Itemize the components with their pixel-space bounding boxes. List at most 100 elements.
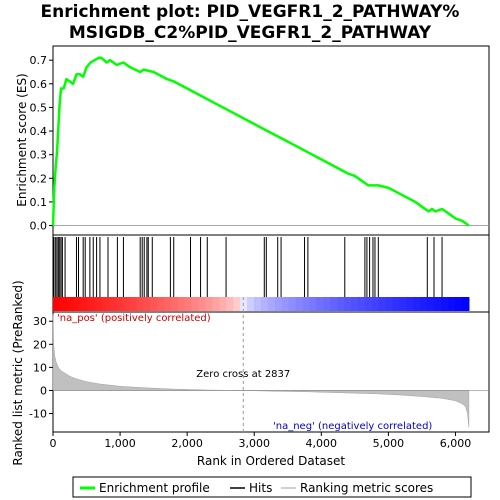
- color-bar-segment: [392, 297, 401, 311]
- metric-y-axis: -10 0 10 20 30: [29, 315, 53, 421]
- color-bar-segment: [150, 297, 158, 311]
- color-bar-segment: [274, 297, 283, 311]
- metric-x-tick-label: 4,000: [306, 437, 338, 450]
- color-bar-segment: [267, 297, 276, 311]
- color-bar-segment: [351, 297, 359, 311]
- color-bar-segment: [413, 297, 421, 311]
- color-bar-segment: [226, 297, 234, 311]
- metric-x-tick-label: 2,000: [171, 437, 203, 450]
- color-bar-segment: [94, 297, 103, 311]
- es-y-tick-label: 0.1: [30, 196, 48, 209]
- enrichment-profile-line: [51, 56, 470, 227]
- color-bar-segment: [448, 297, 456, 311]
- metric-y-tick-label: 30: [33, 315, 47, 328]
- legend-ranking-label: Ranking metric scores: [300, 481, 433, 495]
- color-bar-segment: [143, 297, 151, 311]
- color-bar-segment: [53, 297, 61, 311]
- metric-x-axis: 0 1,000 2,000 3,000 4,000 5,000 6,000: [50, 432, 472, 450]
- metric-y-tick-label: 20: [33, 338, 47, 351]
- color-bar-segment: [87, 297, 96, 311]
- es-y-tick-label: 0.5: [30, 101, 48, 114]
- metric-x-tick-label: 6,000: [440, 437, 472, 450]
- color-bar-segment: [66, 297, 75, 311]
- color-bar-segment: [288, 297, 297, 311]
- color-bar-segment: [247, 297, 255, 311]
- legend: Enrichment profile Hits Ranking metric s…: [72, 476, 472, 498]
- es-line-group: [51, 56, 489, 227]
- metric-y-tick-label: 0: [40, 384, 47, 397]
- color-bar-segment: [441, 297, 449, 311]
- chart-title: Enrichment plot: PID_VEGFR1_2_PATHWAY% M…: [0, 2, 500, 44]
- color-bar-segment: [406, 297, 415, 311]
- color-bar-segment: [461, 297, 470, 311]
- legend-enrichment-label: Enrichment profile: [99, 481, 210, 495]
- color-bar-segment: [364, 297, 373, 311]
- color-bar-segment: [399, 297, 408, 311]
- color-bar-segment: [281, 297, 290, 311]
- ranking-metric-area: [52, 314, 470, 428]
- color-bar-segment: [357, 297, 366, 311]
- hits-panel: [52, 234, 490, 313]
- color-bar-segment: [427, 297, 435, 311]
- legend-hits-label: Hits: [249, 481, 272, 495]
- color-bar-segment: [122, 297, 130, 311]
- es-y-axis: 0.0 0.1 0.2 0.3 0.4 0.5 0.6 0.7: [30, 54, 53, 233]
- metric-area-group: [52, 314, 489, 428]
- color-bar-segment: [323, 297, 331, 311]
- es-y-tick-label: 0.4: [30, 125, 48, 138]
- color-bar-segment: [73, 297, 82, 311]
- color-bar-segment: [191, 297, 200, 311]
- color-bar-segment: [233, 297, 241, 311]
- hit-marks: [53, 237, 443, 297]
- es-y-tick-label: 0.6: [30, 78, 48, 91]
- es-y-tick-label: 0.3: [30, 149, 48, 162]
- metric-y-tick-label: -10: [29, 408, 47, 421]
- color-bar-segment: [254, 297, 262, 311]
- color-bar-segment: [378, 297, 387, 311]
- color-bar-segment: [371, 297, 380, 311]
- metric-x-tick-label: 5,000: [373, 437, 405, 450]
- color-bar-segment: [80, 297, 89, 311]
- color-bar-segment: [240, 297, 248, 311]
- color-bar-segment: [455, 297, 463, 311]
- legend-box: [72, 476, 472, 498]
- metric-x-tick-label: 3,000: [238, 437, 270, 450]
- color-bar-segment: [420, 297, 428, 311]
- metric-x-tick-label: 0: [50, 437, 57, 450]
- es-y-tick-label: 0.2: [30, 172, 48, 185]
- color-bar-segment: [198, 297, 207, 311]
- color-bar-segment: [302, 297, 311, 311]
- color-bar-segment: [212, 297, 220, 311]
- es-panel: 0.0 0.1 0.2 0.3 0.4 0.5 0.6 0.7 Enrichment scor…: [15, 45, 490, 236]
- color-bar-segment: [108, 297, 116, 311]
- color-bar-segment: [385, 297, 394, 311]
- color-bar-segment: [205, 297, 214, 311]
- color-bar-segment: [156, 297, 165, 311]
- color-bar-segment: [115, 297, 123, 311]
- metric-panel: -10 0 10 20 30 0 1,000 2,000 3,000 4,000 5,000 6,0…: [11, 280, 490, 468]
- metric-y-axis-label: Ranked list metric (PreRanked): [11, 280, 25, 465]
- color-bar-segment: [170, 297, 179, 311]
- es-y-tick-label: 0.7: [30, 54, 48, 67]
- color-bar-segment: [101, 297, 110, 311]
- color-bar-segment: [316, 297, 324, 311]
- metric-x-tick-label: 1,000: [104, 437, 136, 450]
- es-y-tick-label: 0.0: [30, 220, 48, 233]
- color-bar-segment: [330, 297, 338, 311]
- es-y-axis-label: Enrichment score (ES): [15, 73, 29, 206]
- color-bar-segment: [59, 297, 68, 311]
- color-bar-segment: [136, 297, 144, 311]
- color-bar-segment: [295, 297, 304, 311]
- color-bar-segment: [129, 297, 137, 311]
- color-bar-segment: [260, 297, 269, 311]
- rank-color-bar: [53, 297, 470, 311]
- color-bar-segment: [177, 297, 186, 311]
- color-bar-segment: [337, 297, 345, 311]
- negative-correlation-label: 'na_neg' (negatively correlated): [273, 421, 432, 432]
- zero-cross-label: Zero cross at 2837: [196, 369, 290, 380]
- color-bar-segment: [344, 297, 352, 311]
- title-line-1: Enrichment plot: PID_VEGFR1_2_PATHWAY%: [40, 2, 460, 22]
- metric-y-tick-label: 10: [33, 361, 47, 374]
- title-line-2: MSIGDB_C2%PID_VEGFR1_2_PATHWAY: [68, 23, 432, 43]
